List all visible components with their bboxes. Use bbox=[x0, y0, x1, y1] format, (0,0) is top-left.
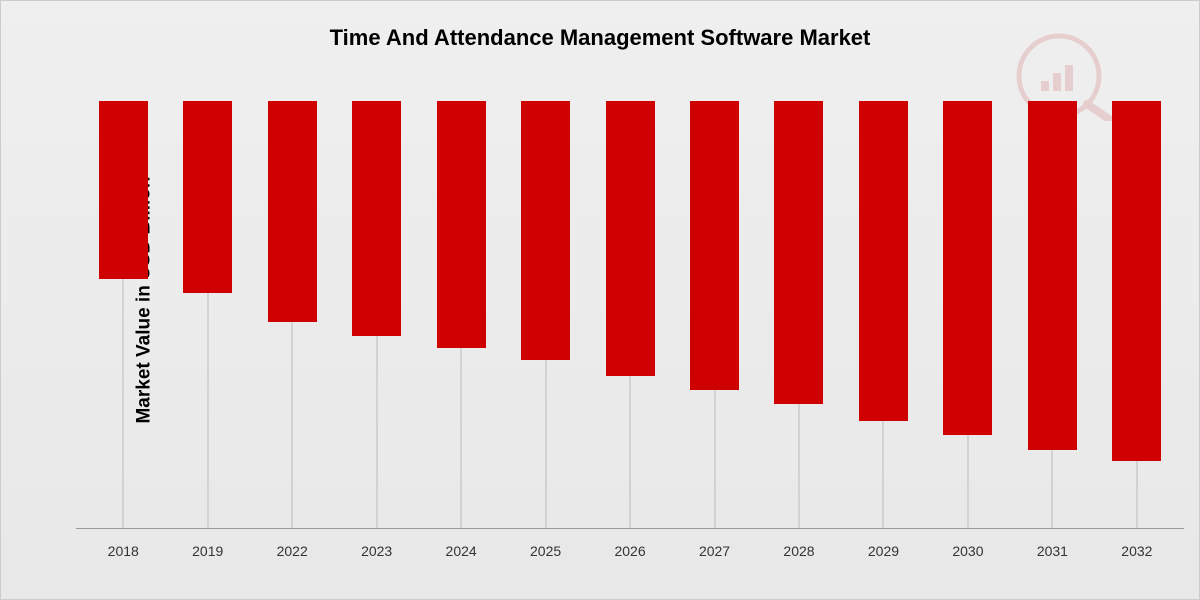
x-axis-label: 2027 bbox=[672, 543, 756, 559]
x-axis-label: 2031 bbox=[1010, 543, 1094, 559]
bar bbox=[690, 101, 739, 390]
x-axis-label: 2018 bbox=[81, 543, 165, 559]
x-axis-label: 2025 bbox=[503, 543, 587, 559]
bar bbox=[1028, 101, 1077, 450]
x-axis-label: 2032 bbox=[1095, 543, 1179, 559]
plot-area: 16.5417.34 25.29 bbox=[76, 101, 1184, 529]
x-axis-label: 2028 bbox=[757, 543, 841, 559]
x-axis-label: 2019 bbox=[165, 543, 249, 559]
bar bbox=[943, 101, 992, 435]
x-axis-label: 2023 bbox=[334, 543, 418, 559]
bar bbox=[183, 101, 232, 293]
bar-group: 16.54 bbox=[334, 101, 418, 528]
bar bbox=[99, 101, 148, 279]
bar-group bbox=[588, 101, 672, 528]
bar-group: 25.29 bbox=[1095, 101, 1179, 528]
bar bbox=[859, 101, 908, 421]
bar bbox=[437, 101, 486, 348]
x-axis-label: 2026 bbox=[588, 543, 672, 559]
bar-group bbox=[672, 101, 756, 528]
bar bbox=[268, 101, 317, 322]
x-axis-label: 2029 bbox=[841, 543, 925, 559]
bar-group bbox=[503, 101, 587, 528]
bar bbox=[521, 101, 570, 360]
bar-group bbox=[81, 101, 165, 528]
chart-container: Time And Attendance Management Software … bbox=[0, 0, 1200, 600]
bar bbox=[1112, 101, 1161, 461]
bar-group: 17.34 bbox=[419, 101, 503, 528]
x-axis-label: 2024 bbox=[419, 543, 503, 559]
x-axis-label: 2030 bbox=[926, 543, 1010, 559]
x-axis-labels: 2018201920222023202420252026202720282029… bbox=[76, 543, 1184, 559]
bars-wrapper: 16.5417.34 25.29 bbox=[76, 101, 1184, 528]
bar bbox=[352, 101, 401, 336]
bar bbox=[606, 101, 655, 376]
bar-group bbox=[165, 101, 249, 528]
bar-group bbox=[250, 101, 334, 528]
bar-group bbox=[841, 101, 925, 528]
bar-group bbox=[757, 101, 841, 528]
x-axis-label: 2022 bbox=[250, 543, 334, 559]
bar-group bbox=[926, 101, 1010, 528]
bar bbox=[774, 101, 823, 404]
bar-group bbox=[1010, 101, 1094, 528]
